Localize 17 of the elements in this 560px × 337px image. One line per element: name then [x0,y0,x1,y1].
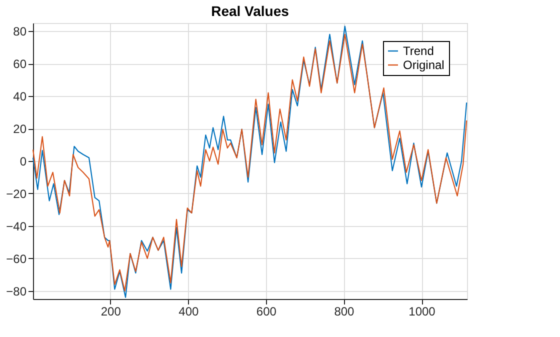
y-tick-label: 60 [13,57,27,72]
legend-label: Original [403,58,444,72]
y-tick-label: 20 [13,122,27,136]
chart-title: Real Values [211,3,290,19]
x-tick-label: 1000 [408,304,436,318]
x-tick-label: 800 [334,304,355,318]
x-tick-label: 600 [256,304,277,318]
y-tick-label: −40 [6,219,27,234]
y-tick-label: −20 [6,186,27,201]
legend-label: Trend [403,44,434,58]
y-tick-label: 40 [13,90,27,104]
y-tick-label: 80 [13,24,27,39]
x-tick-label: 200 [100,304,122,318]
y-tick-label: −60 [6,252,27,266]
y-tick-label: −80 [6,284,27,298]
x-tick-label: 400 [178,304,199,318]
y-tick-label: 0 [20,154,27,168]
